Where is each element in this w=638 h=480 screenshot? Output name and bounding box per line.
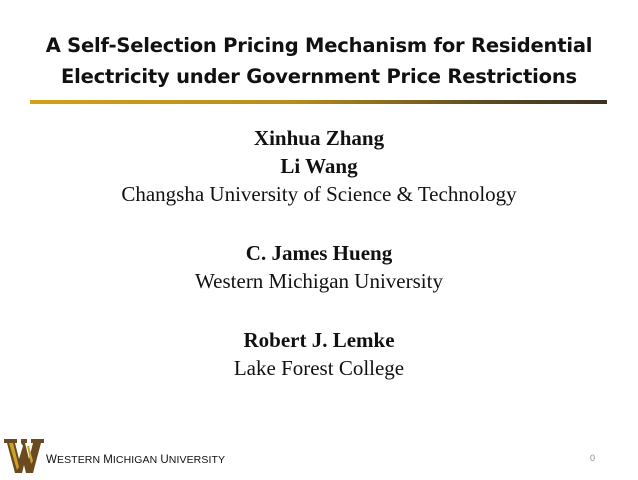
author-affiliation-3: Western Michigan University [195, 269, 443, 293]
author-affiliation-2: Changsha University of Science & Technol… [121, 182, 517, 206]
slide-title-line-1: A Self-Selection Pricing Mechanism for R… [45, 34, 593, 57]
author-list: Xinhua Zhang Li Wang Changsha University… [0, 124, 638, 382]
slide-title: A Self-Selection Pricing Mechanism for R… [10, 30, 628, 92]
author-name-2: Li Wang [280, 154, 358, 178]
author-name-4: Robert J. Lemke [243, 328, 395, 352]
author-affiliation-4: Lake Forest College [233, 356, 405, 380]
footer-institution-name: WESTERN MICHIGAN UNIVERSITY [46, 454, 226, 466]
title-underline-rule [30, 100, 607, 104]
author-name-1: Xinhua Zhang [253, 126, 385, 150]
wmu-w-logo-icon [4, 439, 44, 473]
author-name-3: C. James Hueng [245, 241, 393, 265]
slide-title-line-2: Electricity under Government Price Restr… [61, 65, 577, 88]
page-number: 0 [590, 453, 596, 463]
